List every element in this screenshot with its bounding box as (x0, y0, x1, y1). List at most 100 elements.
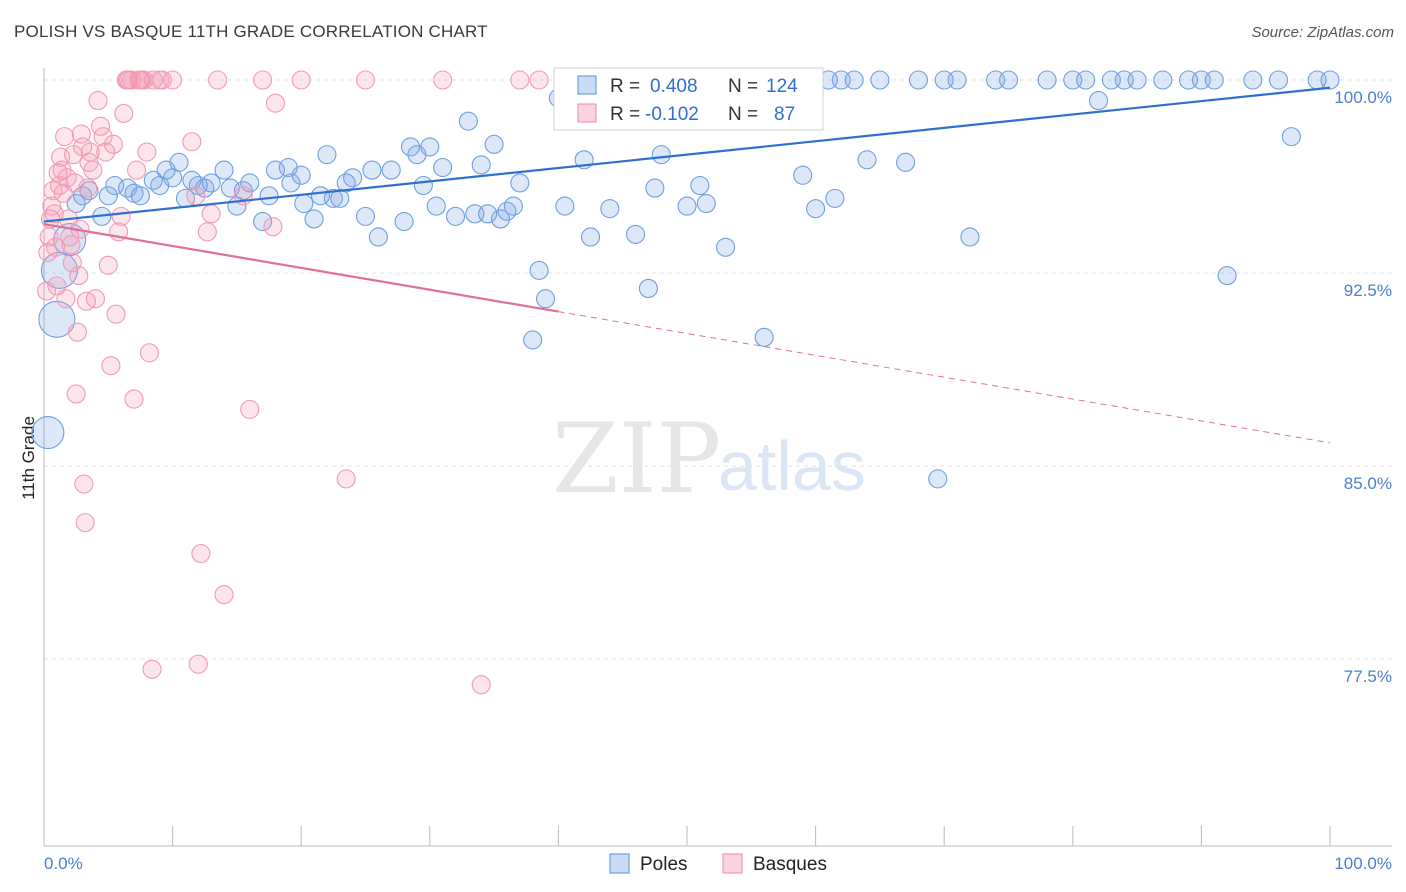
basque-point-62 (182, 132, 202, 152)
pole-point-91 (825, 188, 845, 208)
pole-point-57 (478, 204, 498, 224)
basque-point-74 (265, 93, 286, 113)
pole-point-67 (555, 196, 575, 216)
pole-point-22 (201, 173, 221, 193)
poles-n-value: 124 (766, 76, 798, 97)
pole-point-60 (497, 201, 517, 221)
poles-trend-line (43, 86, 1331, 223)
pole-point-97 (908, 70, 929, 90)
pole-point-42 (355, 206, 376, 226)
pole-point-79 (677, 196, 697, 216)
basque-point-52 (127, 160, 147, 180)
pole-point-114 (1204, 70, 1224, 90)
pole-point-76 (645, 178, 665, 198)
legend-basques-label: Basques (753, 854, 827, 875)
basque-point-63 (186, 186, 206, 206)
basque-point-77 (355, 70, 376, 90)
basque-point-42 (101, 356, 121, 376)
pole-point-94 (857, 150, 877, 170)
y-tick-label-0: 100.0% (1334, 88, 1392, 107)
basques-trend-extension (558, 311, 1331, 444)
basque-point-78 (433, 70, 453, 90)
pole-point-89 (806, 199, 826, 219)
pole-point-85 (754, 327, 774, 347)
basque-point-73 (263, 217, 283, 237)
pole-point-12 (130, 186, 150, 206)
pole-point-93 (844, 70, 864, 90)
legend-basques-swatch (722, 853, 743, 874)
pole-point-38 (323, 188, 343, 208)
x-axis-ticks (43, 826, 1331, 846)
basque-point-7 (46, 237, 66, 257)
basques-r-label: R = (610, 104, 640, 125)
basque-point-0 (37, 281, 57, 301)
basque-point-46 (111, 206, 131, 226)
basque-point-29 (74, 474, 94, 494)
pole-point-74 (626, 224, 646, 244)
basque-point-65 (191, 543, 211, 564)
pole-point-63 (523, 330, 543, 350)
basque-point-41 (98, 255, 118, 275)
pole-point-29 (259, 186, 279, 206)
basques-n-value: 87 (774, 104, 795, 125)
pole-point-100 (947, 70, 967, 90)
basque-point-76 (336, 469, 356, 489)
pole-point-96 (896, 152, 916, 172)
pole-point-4 (66, 193, 86, 214)
pole-point-83 (716, 237, 736, 257)
basques-trend-line (43, 223, 559, 313)
pole-point-65 (535, 289, 556, 309)
basque-point-71 (240, 399, 260, 419)
basque-point-37 (88, 91, 108, 111)
basque-point-67 (201, 204, 221, 224)
basque-point-25 (69, 266, 89, 286)
pole-point-59 (490, 209, 511, 229)
pole-point-37 (317, 145, 337, 165)
basque-point-40 (96, 142, 116, 162)
pole-point-70 (580, 227, 601, 247)
pole-point-116 (1243, 70, 1263, 90)
pole-point-115 (1217, 266, 1237, 286)
basque-point-15 (56, 289, 76, 309)
basque-point-36 (85, 289, 105, 309)
y-tick-label-3: 77.5% (1344, 667, 1392, 686)
pole-point-120 (1320, 70, 1340, 90)
pole-point-80 (690, 175, 710, 196)
watermark-zip: ZIP (552, 403, 721, 515)
basque-point-35 (83, 160, 103, 180)
stats-legend: R = 0.408 N = 124 R = -0.102 N = 87 (553, 67, 824, 131)
pole-point-75 (638, 278, 658, 298)
pole-point-41 (343, 168, 363, 188)
poles-r-label: R = (610, 76, 640, 97)
gridlines (44, 79, 1392, 660)
pole-point-34 (294, 193, 314, 214)
pole-point-118 (1281, 127, 1301, 147)
y-tick-labels: 100.0% 92.5% 85.0% 77.5% (1334, 88, 1392, 686)
basque-point-57 (139, 343, 160, 363)
pole-point-0 (31, 415, 65, 450)
pole-point-45 (381, 160, 401, 180)
pole-point-8 (98, 186, 118, 206)
poles-r-value: 0.408 (650, 76, 698, 97)
pole-point-77 (651, 145, 671, 165)
pole-point-107 (1088, 91, 1109, 111)
pole-point-23 (214, 160, 234, 180)
pole-point-33 (291, 165, 311, 185)
pole-point-46 (394, 211, 414, 232)
basque-point-43 (103, 134, 123, 154)
pole-point-28 (253, 211, 273, 232)
y-tick-label-2: 85.0% (1344, 474, 1392, 493)
pole-point-117 (1269, 70, 1289, 90)
pole-point-49 (413, 175, 433, 196)
basque-point-56 (137, 142, 157, 162)
pole-point-98 (928, 469, 948, 489)
pole-point-35 (304, 209, 324, 229)
basque-point-14 (55, 127, 75, 147)
chart-title: POLISH VS BASQUE 11TH GRADE CORRELATION … (14, 22, 488, 41)
pole-point-81 (696, 193, 716, 214)
pole-point-88 (793, 165, 813, 185)
pole-point-103 (998, 70, 1019, 90)
pole-point-40 (336, 173, 356, 193)
pole-point-54 (458, 111, 478, 131)
poles-n-label: N = (728, 76, 758, 97)
